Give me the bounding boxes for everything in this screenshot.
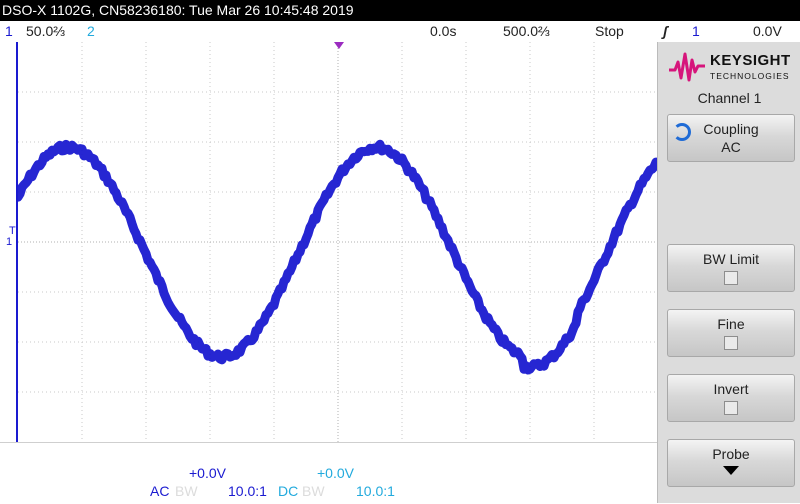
invert-button[interactable]: Invert	[667, 374, 795, 422]
keysight-wave-icon	[669, 52, 705, 82]
ch1-offset[interactable]: +0.0V	[189, 465, 226, 481]
time-scale[interactable]: 500.0⅔	[503, 23, 550, 39]
fine-checkbox[interactable]	[724, 336, 738, 350]
time-offset[interactable]: 0.0s	[430, 23, 457, 39]
ch1-waveform	[18, 139, 659, 375]
bw-limit-button[interactable]: BW Limit	[667, 244, 795, 292]
bw-limit-label: BW Limit	[703, 251, 759, 267]
ch1-ground-marker[interactable]: 1	[6, 236, 13, 248]
probe-button[interactable]: Probe	[667, 439, 795, 487]
keysight-logo: KEYSIGHT TECHNOLOGIES	[668, 50, 793, 86]
invert-label: Invert	[713, 381, 749, 397]
coupling-value: AC	[721, 139, 741, 155]
ch2-coupling: DC	[278, 483, 299, 499]
trigger-level[interactable]: 0.0V	[753, 23, 782, 39]
ch1-coupling: AC	[150, 483, 170, 499]
trigger-time-marker	[334, 42, 344, 49]
ch2-probe: 10.0:1	[356, 483, 395, 499]
fine-button[interactable]: Fine	[667, 309, 795, 357]
fine-label: Fine	[717, 316, 745, 332]
ch1-probe: 10.0:1	[228, 483, 267, 499]
probe-label: Probe	[712, 446, 750, 462]
trigger-source[interactable]: 1	[692, 23, 700, 39]
bw-limit-checkbox[interactable]	[724, 271, 738, 285]
trigger-edge-icon: ʃ	[663, 23, 668, 39]
channel-info-bar: +0.0V AC BW 10.0:1 +0.0V DC BW 10.0:1	[0, 442, 657, 504]
window-title: DSO-X 1102G, CN58236180: Tue Mar 26 10:4…	[0, 0, 800, 21]
trigger-level-marker: T	[9, 225, 16, 237]
brand-subtitle: TECHNOLOGIES	[710, 71, 790, 81]
coupling-button[interactable]: Coupling AC	[667, 114, 795, 162]
center-axes	[18, 42, 659, 442]
ch1-bw-indicator: BW	[175, 483, 198, 499]
coupling-label: Coupling	[703, 121, 759, 137]
ch2-offset[interactable]: +0.0V	[317, 465, 354, 481]
waveform-display[interactable]: T 1	[6, 42, 659, 442]
ch2-bw-indicator: BW	[302, 483, 325, 499]
ch2-number[interactable]: 2	[87, 23, 95, 39]
invert-checkbox[interactable]	[724, 401, 738, 415]
status-bar: 1 50.0⅔ 2 0.0s 500.0⅔ Stop ʃ 1 0.0V	[0, 21, 800, 42]
arrow-down-icon	[723, 466, 739, 475]
cycle-icon	[673, 123, 691, 141]
panel-title: Channel 1	[697, 90, 762, 106]
brand-name: KEYSIGHT	[710, 52, 791, 69]
ch1-number[interactable]: 1	[5, 23, 13, 39]
run-state[interactable]: Stop	[595, 23, 624, 39]
ch1-scale[interactable]: 50.0⅔	[26, 23, 65, 39]
softkey-panel: KEYSIGHT TECHNOLOGIES Channel 1 Coupling…	[657, 42, 800, 503]
